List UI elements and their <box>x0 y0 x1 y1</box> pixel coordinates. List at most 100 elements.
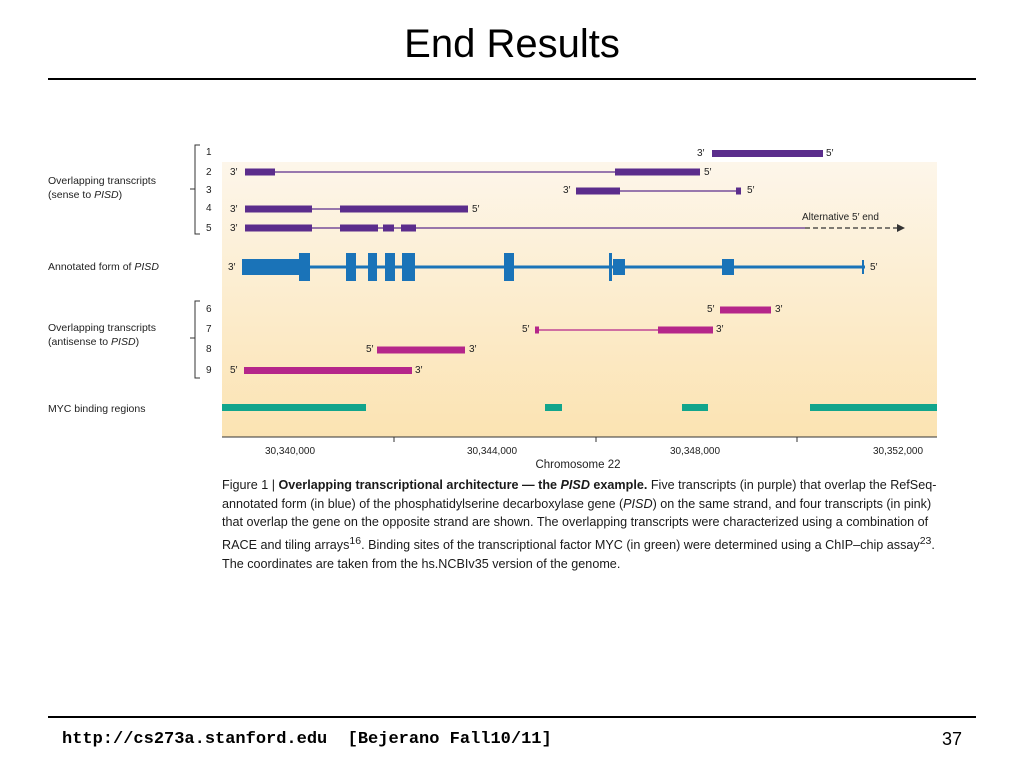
figure-background <box>222 162 937 437</box>
end-3-label: 3′ <box>230 204 238 215</box>
end-3-label: 3′ <box>716 324 724 335</box>
transcript-exon <box>658 326 713 334</box>
end-3-label: 3′ <box>228 262 236 273</box>
gene-exon <box>242 259 299 275</box>
caption-text: Five transcripts (in purple) that overla… <box>222 478 937 511</box>
transcript-8: 5′ 3′ <box>366 344 477 355</box>
footer-divider <box>48 716 976 718</box>
pisd-transcript-figure: Overlapping transcripts (sense to PISD) … <box>40 135 950 570</box>
caption-text: . The coordinates are taken from the hs.… <box>222 537 935 571</box>
caption-title: Overlapping transcriptional architecture… <box>278 478 648 492</box>
transcript-exon <box>383 224 394 232</box>
transcript-6: 5′ 3′ <box>707 304 783 315</box>
end-5-label: 5′ <box>747 185 755 196</box>
caption-text: . Binding sites of the transcriptional f… <box>361 537 920 552</box>
gene-exon <box>346 253 356 281</box>
transcript-7: 5′ 3′ <box>522 324 724 335</box>
transcript-exon <box>615 168 700 176</box>
end-5-label: 5′ <box>707 304 715 315</box>
sense-transcripts: 3′ 5′ 3′ 5′ 3′ 5′ 3′ <box>230 148 905 234</box>
axis-tick-label: 30,352,000 <box>873 446 923 457</box>
transcript-exon <box>245 168 275 176</box>
myc-binding-site <box>682 404 708 411</box>
end-3-label: 3′ <box>563 185 571 196</box>
gene-exon <box>722 259 734 275</box>
gene-end-cap <box>862 260 864 274</box>
transcript-exon <box>377 346 465 354</box>
transcript-4: 3′ 5′ <box>230 204 480 215</box>
antisense-group-label-line2: (antisense to PISD) <box>48 336 139 348</box>
figure-canvas: Overlapping transcripts (sense to PISD) … <box>48 144 937 471</box>
end-3-label: 3′ <box>775 304 783 315</box>
transcript-exon <box>736 187 741 195</box>
gene-exon <box>504 253 514 281</box>
transcript-exon <box>401 224 416 232</box>
page-number: 37 <box>941 729 962 749</box>
end-5-label: 5′ <box>472 204 480 215</box>
axis-tick-label: 30,348,000 <box>670 446 720 457</box>
gene-exon <box>368 253 377 281</box>
axis-tick-label: 30,344,000 <box>467 446 517 457</box>
gene-exon <box>402 253 415 281</box>
gene-exon <box>613 259 625 275</box>
transcript-exon <box>340 224 378 232</box>
row-numbers: 1 2 3 4 5 6 7 8 9 <box>206 147 212 376</box>
row-number: 5 <box>206 223 212 234</box>
transcript-2: 3′ 5′ <box>230 167 712 178</box>
gene-exon <box>609 253 612 281</box>
myc-binding-regions <box>222 404 937 411</box>
end-3-label: 3′ <box>469 344 477 355</box>
alternative-end-label: Alternative 5′ end <box>802 212 879 223</box>
row-number: 6 <box>206 304 212 315</box>
myc-binding-label: MYC binding regions <box>48 403 145 415</box>
end-5-label: 5′ <box>826 148 834 159</box>
slide-title: End Results <box>404 22 620 66</box>
row-number: 9 <box>206 365 212 376</box>
myc-binding-site <box>810 404 937 411</box>
footer-course-info: http://cs273a.stanford.edu [Bejerano Fal… <box>62 730 552 749</box>
row-number: 3 <box>206 185 212 196</box>
title-divider <box>48 78 976 80</box>
transcript-exon <box>720 306 771 314</box>
sense-group-label-line1: Overlapping transcripts <box>48 175 156 187</box>
end-3-label: 3′ <box>697 148 705 159</box>
transcript-exon <box>576 187 620 195</box>
arrowhead-icon <box>897 224 905 232</box>
transcript-1: 3′ 5′ <box>697 148 834 159</box>
transcript-5: 3′ Alternative 5′ end <box>230 212 905 234</box>
transcript-exon <box>245 224 312 232</box>
annotated-form-label: Annotated form of PISD <box>48 261 159 273</box>
axis-title: Chromosome 22 <box>535 459 620 471</box>
annotated-pisd-gene: 3′ 5′ <box>228 253 878 281</box>
transcript-9: 5′ 3′ <box>230 365 423 376</box>
figure-caption: Figure 1 | Overlapping transcriptional a… <box>222 476 947 573</box>
gene-exon <box>385 253 395 281</box>
end-3-label: 3′ <box>415 365 423 376</box>
axis-tick-label: 30,340,000 <box>265 446 315 457</box>
antisense-group-bracket <box>194 300 200 379</box>
end-3-label: 3′ <box>230 223 238 234</box>
myc-binding-site <box>222 404 366 411</box>
antisense-group-label-line1: Overlapping transcripts <box>48 322 156 334</box>
end-3-label: 3′ <box>230 167 238 178</box>
transcript-3: 3′ 5′ <box>563 185 755 196</box>
end-5-label: 5′ <box>522 324 530 335</box>
end-5-label: 5′ <box>366 344 374 355</box>
antisense-transcripts: 5′ 3′ 5′ 3′ 5′ 3′ 5′ 3′ <box>230 304 783 376</box>
transcript-exon <box>712 150 823 157</box>
row-number: 1 <box>206 147 212 158</box>
caption-reference: 23 <box>919 534 932 547</box>
transcript-exon <box>340 205 468 213</box>
chromosome-axis: 30,340,000 30,344,000 30,348,000 30,352,… <box>222 436 937 471</box>
caption-figure-number: Figure 1 | <box>222 478 279 492</box>
myc-binding-site <box>545 404 562 411</box>
end-5-label: 5′ <box>870 262 878 273</box>
row-number: 4 <box>206 203 212 214</box>
sense-group-bracket <box>194 144 200 235</box>
transcript-exon <box>244 367 412 374</box>
row-number: 2 <box>206 167 212 178</box>
gene-exon <box>299 253 310 281</box>
end-5-label: 5′ <box>704 167 712 178</box>
row-number: 8 <box>206 344 212 355</box>
transcript-exon <box>245 205 312 213</box>
